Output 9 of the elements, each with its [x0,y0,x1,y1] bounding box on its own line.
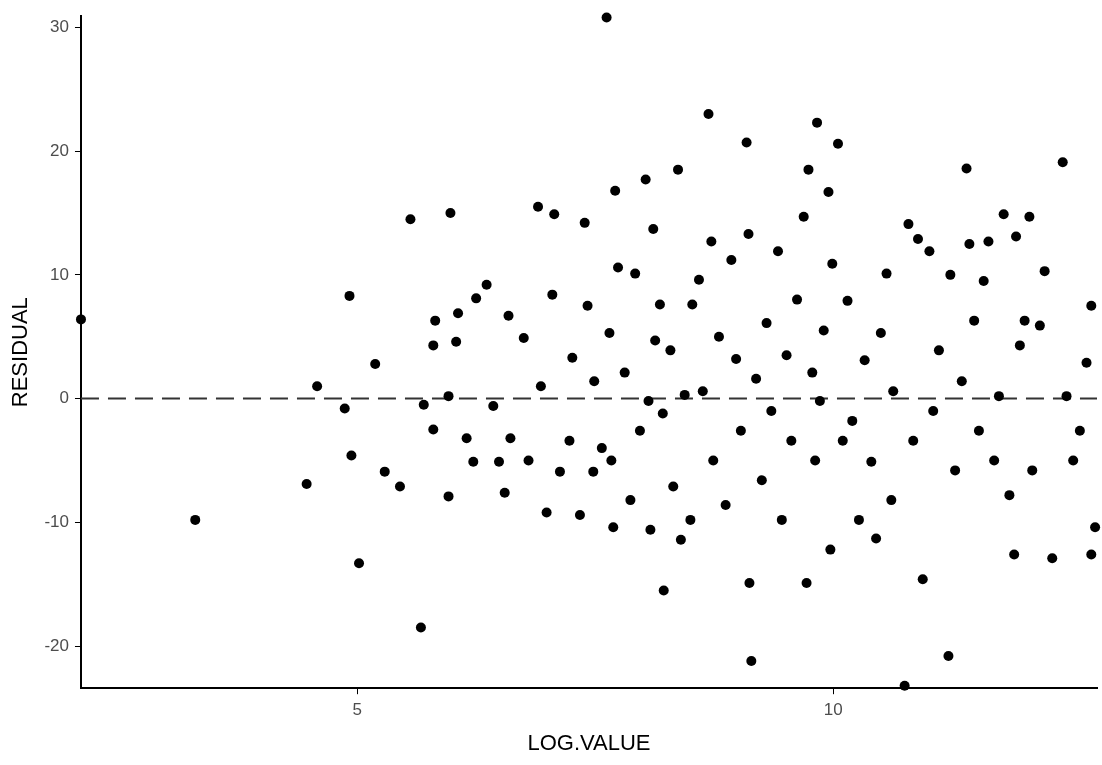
y-tick-label: 20 [50,140,69,160]
y-tick-label: -20 [44,635,69,655]
x-axis-title: LOG.VALUE [527,729,651,755]
x-tick-label: 5 [352,700,362,720]
y-tick-label: 30 [50,17,69,37]
y-tick-label: 10 [50,264,69,284]
y-tick-label: -10 [44,512,69,532]
y-tick-label: 0 [59,388,69,408]
y-axis-title: RESIDUAL [7,297,33,408]
